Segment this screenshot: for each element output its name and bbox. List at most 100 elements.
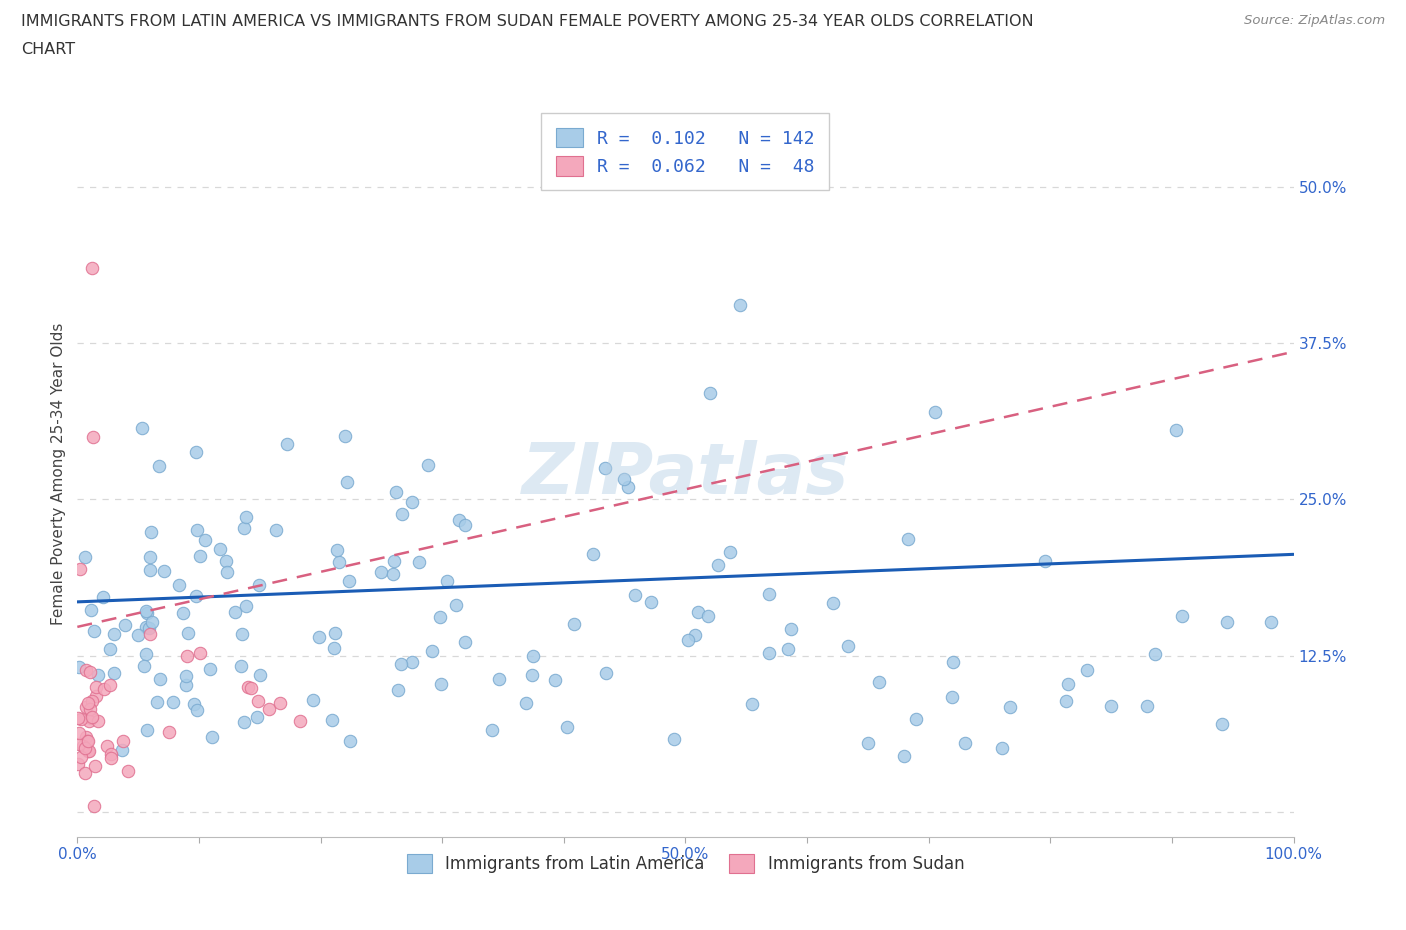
Point [758, 587, 780, 602]
Point [72, 738, 94, 753]
Point [401, 495, 423, 510]
Point [103, 627, 125, 642]
Point [453, 634, 475, 649]
Point [231, 627, 253, 642]
Point [430, 676, 453, 691]
Point [93, 682, 115, 697]
Point [1143, 647, 1166, 662]
Point [111, 742, 134, 757]
Point [1166, 422, 1188, 437]
Point [337, 573, 360, 588]
Point [215, 565, 238, 579]
Point [382, 554, 405, 569]
Point [444, 598, 467, 613]
Point [1136, 698, 1159, 713]
Point [821, 596, 844, 611]
Point [139, 525, 162, 539]
Y-axis label: Female Poverty Among 25-34 Year Olds: Female Poverty Among 25-34 Year Olds [51, 323, 66, 626]
Point [215, 553, 238, 568]
Point [1035, 553, 1057, 568]
Point [135, 604, 157, 618]
Point [208, 541, 231, 556]
Point [167, 578, 190, 592]
Point [224, 604, 246, 619]
Point [75, 699, 97, 714]
Point [779, 622, 801, 637]
Point [194, 533, 217, 548]
Point [247, 578, 270, 592]
Point [387, 683, 409, 698]
Point [1260, 615, 1282, 630]
Point [401, 655, 423, 670]
Text: IMMIGRANTS FROM LATIN AMERICA VS IMMIGRANTS FROM SUDAN FEMALE POVERTY AMONG 25-3: IMMIGRANTS FROM LATIN AMERICA VS IMMIGRA… [21, 14, 1033, 29]
Point [138, 620, 160, 635]
Point [429, 609, 451, 624]
Point [67, 756, 90, 771]
Point [678, 633, 700, 648]
Point [741, 697, 763, 711]
Point [778, 642, 800, 657]
Point [323, 625, 346, 640]
Point [98, 678, 121, 693]
Point [728, 298, 751, 312]
Point [77, 713, 100, 728]
Point [1171, 609, 1194, 624]
Point [245, 710, 267, 724]
Point [186, 445, 208, 459]
Point [685, 628, 707, 643]
Point [236, 680, 259, 695]
Point [328, 554, 350, 569]
Point [172, 605, 194, 620]
Point [76, 744, 98, 759]
Point [100, 746, 122, 761]
Legend: Immigrants from Latin America, Immigrants from Sudan: Immigrants from Latin America, Immigrant… [396, 844, 974, 884]
Point [257, 702, 280, 717]
Point [447, 512, 470, 527]
Point [720, 544, 742, 559]
Point [200, 729, 222, 744]
Point [595, 666, 617, 681]
Point [186, 702, 208, 717]
Point [391, 506, 413, 521]
Point [135, 647, 157, 662]
Point [100, 751, 122, 765]
Point [453, 517, 475, 532]
Text: CHART: CHART [21, 42, 75, 57]
Point [686, 604, 709, 619]
Point [308, 630, 330, 644]
Point [114, 618, 136, 632]
Point [138, 550, 160, 565]
Point [188, 645, 211, 660]
Point [148, 458, 170, 473]
Point [75, 662, 97, 677]
Point [266, 522, 288, 537]
Point [339, 734, 361, 749]
Point [87, 668, 110, 683]
Point [333, 429, 356, 444]
Point [84, 688, 107, 703]
Point [1211, 716, 1233, 731]
Point [69, 711, 91, 726]
Point [84, 679, 107, 694]
Point [174, 678, 197, 693]
Point [131, 420, 153, 435]
Point [177, 626, 200, 641]
Point [370, 565, 392, 579]
Point [562, 617, 585, 631]
Point [82, 694, 104, 709]
Point [897, 531, 920, 546]
Point [436, 573, 458, 588]
Point [389, 657, 412, 671]
Point [103, 666, 125, 681]
Point [67, 737, 90, 751]
Point [522, 667, 544, 682]
Point [640, 595, 662, 610]
Point [624, 588, 647, 603]
Point [593, 461, 616, 476]
Point [70, 750, 93, 764]
Point [83, 759, 105, 774]
Point [76, 696, 98, 711]
Point [322, 641, 344, 656]
Point [326, 543, 349, 558]
Point [127, 628, 149, 643]
